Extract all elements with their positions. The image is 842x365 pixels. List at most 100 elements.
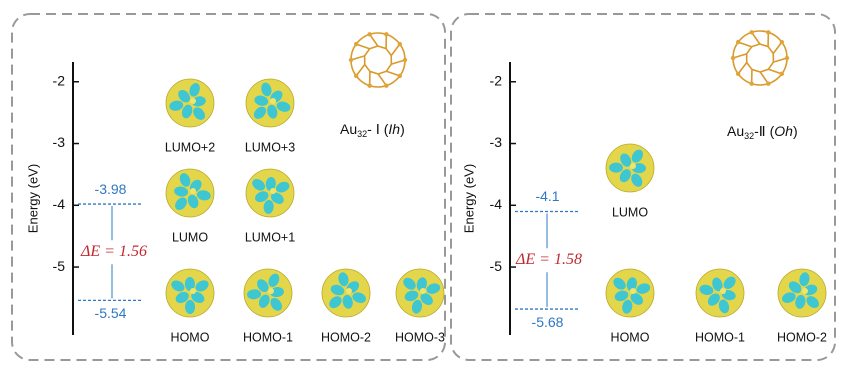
cluster-bond [370, 46, 378, 49]
orbital-label: LUMO+1 [245, 230, 295, 244]
cluster-atom [398, 74, 402, 78]
cluster-atom [398, 42, 402, 46]
structure-label-part: 32 [357, 129, 367, 139]
orbital-isosurface [166, 269, 214, 317]
cluster-atom [354, 74, 358, 78]
cluster-bond [768, 47, 773, 54]
cluster-bond [351, 33, 405, 87]
isosurface-lobe [346, 288, 352, 294]
structure-label-part: ) [400, 121, 405, 137]
orbital-label: HOMO-3 [395, 330, 445, 344]
orbital-label: HOMO [171, 330, 210, 344]
level-label: -5.54 [95, 305, 127, 321]
orbital-label: HOMO-1 [243, 330, 293, 344]
y-axis-label: Energy (eV) [461, 164, 476, 233]
isosurface-lobe [190, 188, 196, 194]
orbital-isosurface [322, 269, 370, 317]
isosurface-lobe [420, 288, 426, 294]
y-tick-label: -4 [490, 196, 503, 212]
isosurface-lobe [270, 188, 276, 194]
cluster-atom [736, 40, 740, 44]
orbital-isosurface [244, 269, 292, 317]
gap-label: ΔE = 1.58 [515, 251, 582, 268]
y-tick-label: -2 [53, 72, 66, 88]
cluster-atom [766, 30, 770, 34]
y-tick-label: -3 [490, 134, 503, 150]
structure-label-part: Oh [774, 123, 793, 139]
cluster-structure [731, 30, 789, 86]
structure-label-part: -Ⅱ ( [754, 123, 774, 139]
orbital-label: HOMO-1 [695, 330, 745, 344]
y-axis-label: Energy (eV) [25, 164, 40, 233]
isosurface-lobe [185, 300, 195, 314]
cluster-bond [378, 46, 386, 49]
orbital-isosurface [166, 79, 214, 127]
cluster-atom [403, 58, 407, 62]
orbital-label: HOMO [611, 330, 650, 344]
cluster-bond [760, 69, 768, 72]
orbital-isosurface [166, 169, 214, 217]
cluster-bond [386, 49, 391, 56]
isosurface-lobe [268, 288, 274, 294]
cluster-bond [752, 44, 760, 47]
orbital-isosurface [696, 269, 744, 317]
cluster-atom [384, 32, 388, 36]
orbital-isosurface [606, 269, 654, 317]
cluster-atom [731, 56, 735, 60]
y-tick-label: -4 [53, 196, 66, 212]
orbital-label: LUMO+2 [165, 140, 215, 154]
isosurface-lobe [630, 288, 636, 294]
y-tick-label: -5 [53, 258, 66, 274]
structure-label: Au32-Ⅱ (Oh) [727, 123, 798, 142]
cluster-bond [760, 44, 768, 47]
cluster-atom [766, 81, 770, 85]
structure-label-part: Ih [388, 121, 400, 137]
cluster-bond [365, 49, 370, 56]
orbital-label: HOMO-2 [777, 330, 827, 344]
isosurface-lobe [630, 163, 636, 169]
cluster-atom [367, 83, 371, 87]
structure-label-part: ) [793, 123, 798, 139]
y-tick-label: -5 [490, 258, 503, 274]
orbital-isosurface [396, 269, 444, 317]
orbital-isosurface [606, 144, 654, 192]
panel-frame [12, 14, 445, 360]
structure-label-part: - Ⅰ ( [367, 121, 389, 137]
cluster-atom [780, 40, 784, 44]
cluster-bond [378, 71, 386, 74]
cluster-atom [354, 42, 358, 46]
cluster-atom [780, 72, 784, 76]
orbital-isosurface [778, 269, 826, 317]
cluster-atom [367, 32, 371, 36]
y-tick-label: -3 [53, 134, 66, 150]
orbital-isosurface [246, 169, 294, 217]
cluster-bond [733, 31, 787, 85]
structure-label-part: Au [727, 123, 744, 139]
isosurface-lobe [720, 288, 726, 294]
level-label: -5.68 [532, 314, 564, 330]
figure: Energy (eV) -2 -3 -4 -5 -3.98 -5.54 ΔE = 1.56 Au… [0, 0, 842, 365]
gap-label: ΔE = 1.56 [80, 243, 147, 260]
structure-label: Au32- Ⅰ (Ih) [340, 121, 405, 140]
cluster-atom [785, 56, 789, 60]
cluster-atom [736, 72, 740, 76]
structure-label-part: 32 [744, 131, 754, 141]
cluster-bond [747, 47, 752, 54]
cluster-bond [752, 69, 760, 72]
orbital-label: LUMO [172, 230, 208, 244]
cluster-bond [747, 62, 752, 69]
cluster-atom [749, 30, 753, 34]
cluster-bond [386, 64, 391, 71]
cluster-bond [370, 71, 378, 74]
orbital-isosurface [246, 79, 294, 127]
orbital-label: LUMO+3 [245, 140, 295, 154]
level-label: -3.98 [95, 181, 127, 197]
cluster-atom [349, 58, 353, 62]
isosurface-lobe [802, 288, 808, 294]
level-label: -4.1 [535, 188, 559, 204]
cluster-atom [384, 83, 388, 87]
cluster-bond [365, 64, 370, 71]
structure-label-part: Au [340, 121, 357, 137]
y-tick-label: -2 [490, 72, 503, 88]
orbital-label: LUMO [612, 205, 648, 219]
